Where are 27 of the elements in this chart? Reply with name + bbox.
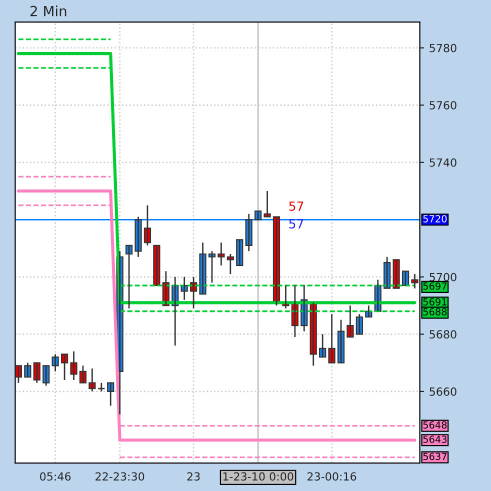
- y-tick-label: 5700: [430, 272, 456, 282]
- annotation: 57: [289, 202, 304, 211]
- x-tick-label: 23: [187, 472, 200, 481]
- y-tick-label: 5780: [430, 44, 456, 52]
- chart-title: 2 Min: [30, 6, 66, 16]
- x-tick-label: 23-00:16: [308, 472, 356, 481]
- candlestick: [402, 270, 410, 286]
- data-label: 5697: [423, 282, 446, 290]
- x-tick-label: 05:46: [40, 472, 71, 481]
- data-label: 5648: [423, 421, 447, 429]
- candlestick: [254, 210, 262, 220]
- candlestick: [264, 190, 271, 218]
- data-label: 5643: [423, 436, 447, 443]
- candlestick: [236, 238, 244, 266]
- y-tick-label: 5760: [430, 101, 456, 110]
- data-label: 5688: [423, 308, 447, 316]
- candlestick: [392, 259, 400, 290]
- x-tick-label: 22-23:30: [96, 472, 144, 481]
- y-tick-label: 5680: [430, 330, 456, 339]
- data-label: 5637: [423, 452, 446, 460]
- x-tick-label: 1-23-10 0:00: [223, 472, 294, 481]
- y-tick-label: 5740: [430, 158, 456, 167]
- annotation: 57: [289, 219, 304, 229]
- data-label: 5691: [423, 298, 446, 306]
- candlestick: [153, 244, 160, 286]
- ref-line-label: 5720: [423, 215, 447, 222]
- y-tick-label: 5660: [430, 387, 456, 396]
